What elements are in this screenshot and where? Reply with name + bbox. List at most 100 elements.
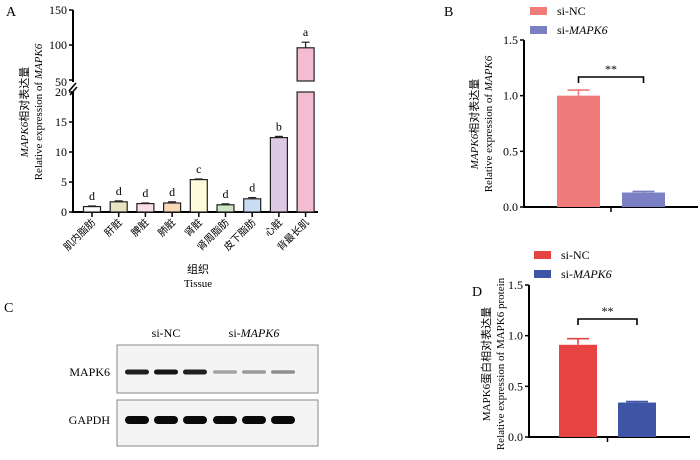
panel-d-legend-prefix: si-	[561, 267, 573, 281]
panel-b-bar	[557, 95, 600, 207]
panel-c-band	[213, 416, 237, 424]
panel-b-y-tick-label: 0.0	[503, 200, 518, 214]
panel-a-ylabel-cn: 相对表达量	[17, 67, 31, 122]
panel-d-legend-label: si-MAPK6	[561, 267, 612, 281]
panel-c-band	[242, 370, 266, 374]
panel-c-band	[154, 369, 178, 375]
panel-b-legend-swatch	[530, 7, 547, 15]
panel-c-band	[183, 416, 207, 424]
panel-b-legend-prefix: si-	[557, 4, 569, 18]
panel-c-band	[271, 370, 295, 374]
panel-b-axes: 0.0 0.5 1.0 1.5	[503, 33, 698, 214]
panel-a-x-tick-label: 肺脏	[155, 216, 178, 239]
panel-d-legend-gene: MAPK6	[572, 267, 612, 281]
panel-a-y-tick-label: 50	[55, 75, 67, 89]
panel-c-group-label: si-MAPK6	[229, 326, 280, 340]
panel-b-ylabel-line2: Relative expression of MAPK6	[483, 55, 495, 192]
panel-b-significance-bracket	[577, 76, 645, 83]
panel-b-ylabel-cn: 相对表达量	[467, 79, 481, 134]
panel-d-legend-label: si-NC	[561, 248, 590, 262]
panel-c-band	[213, 370, 237, 374]
panel-a-significance-letter: d	[249, 181, 255, 195]
panel-c-group-label: si-NC	[152, 326, 181, 340]
panel-a-significance-letter: d	[142, 186, 148, 200]
panel-a-y-tick-label: 100	[49, 38, 67, 52]
panel-d-significance-bracket	[577, 318, 638, 325]
panel-d-y-tick-label: 0.5	[508, 379, 523, 393]
panel-c-group-prefix: si-	[152, 326, 164, 340]
panel-a-bars: d d d d c d d b a	[82, 25, 315, 213]
panel-d-legend-swatch	[534, 251, 551, 259]
panel-d-legend-gene: NC	[573, 248, 590, 262]
panel-a-significance-letter: d	[169, 185, 175, 199]
panel-a-significance-letter: b	[276, 119, 282, 133]
panel-a-bar	[136, 203, 155, 213]
panel-a-xlabel-en: Tissue	[184, 278, 212, 290]
panel-a-axis-break-mark	[69, 86, 78, 96]
panel-a-x-tick-label: 肾脏	[182, 216, 205, 239]
panel-b-y-tick-label: 1.0	[503, 89, 518, 103]
panel-a-chart: A 0 5 10 15 2050 100 150 d d d d c d d b a 肌内脂肪 肝脏 脾脏 肺脏肾…	[6, 3, 318, 290]
panel-c-band	[242, 416, 266, 424]
panel-a-y-tick-label: 5	[61, 175, 67, 189]
panel-d-legend-swatch	[534, 270, 551, 278]
panel-c-band	[271, 416, 295, 424]
panel-a-axis-break-mark	[68, 82, 77, 92]
panel-a-significance-letter: d	[89, 189, 95, 203]
panel-a-bar	[109, 201, 128, 213]
panel-c-band	[154, 416, 178, 424]
panel-d-bar	[559, 344, 597, 437]
panel-a-y-tick-label: 150	[49, 3, 67, 17]
panel-b-legend-label: si-MAPK6	[557, 23, 608, 37]
panel-a-bar	[216, 204, 235, 213]
panel-a-ylabel-line1: MAPK6相对表达量	[17, 67, 31, 158]
panel-a-ylabel-en: Relative expression of	[33, 79, 45, 180]
panel-a-ylabel-gene: MAPK6	[19, 121, 31, 158]
panel-b-ylabel-line1: MAPK6相对表达量	[467, 79, 481, 170]
panel-a-ylabel: MAPK6相对表达量 Relative expression of MAPK6	[17, 43, 45, 180]
panel-b-y-tick-label: 1.5	[503, 33, 518, 47]
panel-a-bar	[82, 206, 102, 213]
panel-a-ylabel-en-gene: MAPK6	[33, 43, 45, 80]
panel-d-ylabel: MAPK6蛋白相对表达量 Relative expression of MAPK…	[479, 277, 507, 450]
panel-a-x-tick-label: 心脏	[262, 216, 285, 239]
panel-a-ylabel-line2: Relative expression of MAPK6	[33, 43, 45, 180]
panel-d-legend-prefix: si-	[561, 248, 573, 262]
panel-a-significance-letter: d	[116, 184, 122, 198]
panel-b-legend-label: si-NC	[557, 4, 586, 18]
panel-a-bar	[269, 137, 288, 213]
panel-a-xlabel-cn: 组织	[187, 262, 209, 276]
panel-b-significance-label: **	[605, 62, 617, 76]
panel-a-bar	[163, 202, 182, 213]
panel-c-group-gene: NC	[164, 326, 181, 340]
panel-d-bar	[618, 402, 656, 437]
panel-d-axes: 0.0 0.5 1.0 1.5	[508, 278, 690, 444]
panel-a-y-tick-label: 15	[55, 115, 67, 129]
panel-b-ylabel-en: Relative expression of	[483, 91, 495, 192]
panel-c-group-gene: MAPK6	[240, 326, 280, 340]
panel-a-x-tick-label: 脾脏	[128, 216, 151, 239]
panel-b-ylabel-gene: MAPK6	[469, 133, 481, 170]
panel-c-band	[125, 369, 149, 375]
panel-c-row-label: GAPDH	[69, 413, 111, 427]
panel-a-significance-letter: d	[223, 187, 229, 201]
panel-c-band	[125, 416, 149, 424]
panel-c-group-prefix: si-	[229, 326, 241, 340]
panel-c-band	[183, 369, 207, 375]
panel-d-bars: **	[559, 304, 656, 437]
panel-d-ylabel-line1: MAPK6蛋白相对表达量	[479, 307, 493, 421]
panel-a-significance-letter: a	[303, 25, 309, 39]
panel-a-bar-upper	[296, 47, 315, 82]
panel-d-significance-label: **	[602, 304, 614, 318]
panel-b-ylabel: MAPK6相对表达量 Relative expression of MAPK6	[467, 55, 495, 192]
panel-a-x-tick-label: 肝脏	[101, 216, 124, 239]
panel-a-bar	[296, 91, 315, 213]
panel-a-y-tick-label: 20	[55, 85, 67, 99]
panel-b-bars: **	[557, 62, 665, 207]
panel-a-significance-letter: c	[196, 162, 201, 176]
panel-b-ylabel-en-gene: MAPK6	[483, 55, 495, 92]
